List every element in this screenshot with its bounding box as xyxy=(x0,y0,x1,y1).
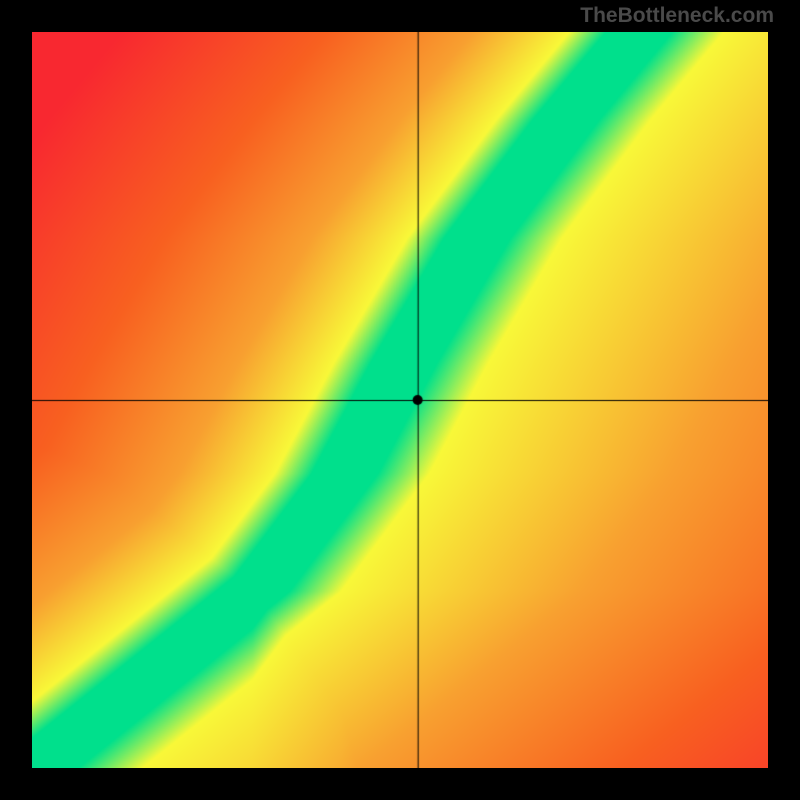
heatmap-canvas xyxy=(32,32,768,768)
chart-container: TheBottleneck.com xyxy=(0,0,800,800)
watermark-text: TheBottleneck.com xyxy=(580,4,774,28)
heatmap-plot xyxy=(32,32,768,768)
